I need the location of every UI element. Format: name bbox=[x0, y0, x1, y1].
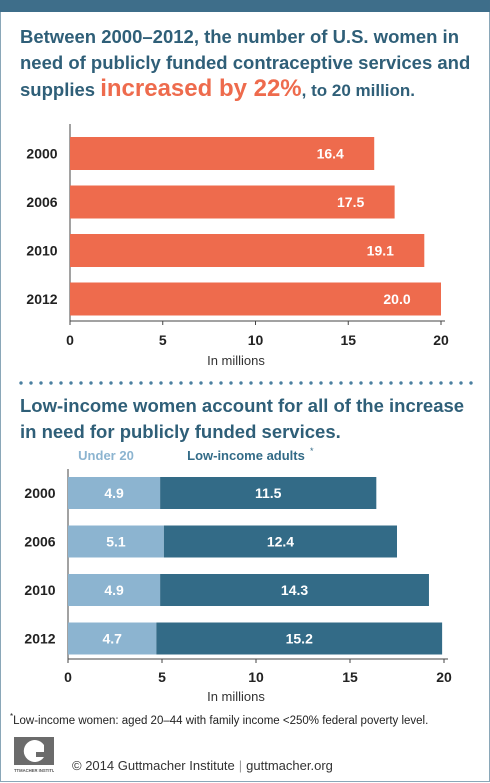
legend-under-20: Under 20 bbox=[78, 448, 134, 463]
tick-label: 10 bbox=[248, 669, 264, 685]
bar-low-income-adults bbox=[160, 574, 429, 606]
data-label-under-20: 5.1 bbox=[106, 534, 126, 550]
legend-low-income-adults: Low-income adults bbox=[187, 448, 305, 463]
tick-label: 15 bbox=[342, 669, 358, 685]
bar bbox=[70, 282, 441, 316]
dotted-divider bbox=[16, 381, 474, 385]
data-label-low-income-adults: 14.3 bbox=[281, 582, 308, 598]
headline: Between 2000–2012, the number of U.S. wo… bbox=[20, 24, 480, 104]
headline-highlight: increased by 22% bbox=[100, 75, 302, 102]
category-label: 2010 bbox=[24, 582, 55, 598]
bar bbox=[70, 234, 425, 267]
tick-label: 5 bbox=[159, 332, 167, 348]
bar-low-income-adults bbox=[163, 525, 397, 558]
footnote-text: Low-income women: aged 20–44 with family… bbox=[13, 714, 429, 727]
bar-under-20 bbox=[68, 525, 164, 558]
bar-under-20 bbox=[68, 622, 157, 655]
bar bbox=[70, 185, 395, 219]
section2-title: Low-income women account for all of the … bbox=[20, 395, 465, 442]
tick-label: 20 bbox=[433, 332, 449, 348]
x-axis-label: In millions bbox=[207, 689, 265, 704]
copyright-line: © 2014 Guttmacher Institute | guttmacher.o… bbox=[72, 758, 333, 773]
category-label: 2000 bbox=[24, 485, 55, 501]
category-label: 2010 bbox=[26, 243, 57, 259]
x-axis-label: In millions bbox=[207, 353, 265, 368]
separator: | bbox=[238, 758, 243, 773]
category-label: 2006 bbox=[26, 194, 57, 210]
bar bbox=[70, 137, 375, 170]
category-label: 2000 bbox=[26, 146, 57, 162]
website-link[interactable]: guttmacher.org bbox=[246, 758, 333, 773]
chart-total-need: 2000 16.4 2006 17.5 2010 19.1 2012 20.0 0 5 10 15 20… bbox=[26, 124, 449, 368]
bar-under-20 bbox=[68, 574, 161, 606]
footnote-marker: * bbox=[10, 712, 14, 721]
tick-label: 0 bbox=[64, 669, 72, 685]
data-label-under-20: 4.9 bbox=[104, 485, 124, 501]
bar-under-20 bbox=[68, 477, 161, 509]
data-label-under-20: 4.9 bbox=[104, 582, 124, 598]
svg-text:GUTTMACHER INSTITUTE: GUTTMACHER INSTITUTE bbox=[14, 768, 54, 773]
copyright-text: © 2014 Guttmacher Institute bbox=[72, 758, 235, 773]
category-label: 2012 bbox=[26, 291, 57, 307]
category-label: 2006 bbox=[24, 534, 55, 550]
data-label-low-income-adults: 12.4 bbox=[267, 534, 294, 550]
data-label: 20.0 bbox=[383, 291, 410, 307]
data-label: 16.4 bbox=[317, 146, 344, 162]
bar-low-income-adults bbox=[156, 622, 443, 655]
tick-label: 20 bbox=[436, 669, 452, 685]
data-label-low-income-adults: 15.2 bbox=[286, 631, 313, 647]
legend-footnote-marker: * bbox=[310, 446, 314, 456]
tick-label: 0 bbox=[66, 332, 74, 348]
data-label: 17.5 bbox=[337, 194, 364, 210]
data-label: 19.1 bbox=[367, 243, 394, 259]
tick-label: 5 bbox=[158, 669, 166, 685]
bar-low-income-adults bbox=[160, 477, 377, 509]
guttmacher-logo: GUTTMACHER INSTITUTE bbox=[8, 737, 60, 775]
tick-label: 10 bbox=[248, 332, 264, 348]
headline-tail: , to 20 million. bbox=[301, 81, 416, 100]
chart-by-group: Under 20 Low-income adults *2000 4.9 11.5200… bbox=[24, 446, 452, 704]
footnote: *Low-income women: aged 20–44 with famil… bbox=[10, 712, 428, 727]
headline-text: Between 2000–2012, the number of U.S. wo… bbox=[20, 26, 471, 100]
data-label-under-20: 4.7 bbox=[102, 631, 122, 647]
data-label-low-income-adults: 11.5 bbox=[255, 485, 282, 501]
top-accent-bar bbox=[0, 0, 490, 12]
tick-label: 15 bbox=[340, 332, 356, 348]
category-label: 2012 bbox=[24, 631, 55, 647]
